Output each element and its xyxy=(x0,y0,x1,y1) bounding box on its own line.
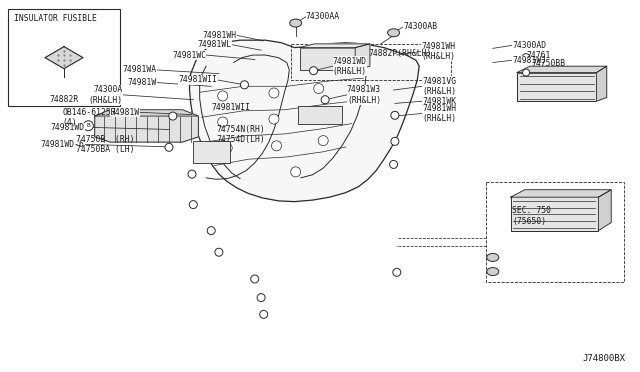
Circle shape xyxy=(269,88,279,98)
Bar xyxy=(8,9,120,106)
Text: 74981WA: 74981WA xyxy=(123,65,157,74)
Circle shape xyxy=(222,143,232,153)
Text: 74981WD
(RH&LH): 74981WD (RH&LH) xyxy=(333,57,367,76)
Circle shape xyxy=(314,110,324,119)
Text: 74300AB: 74300AB xyxy=(403,22,437,31)
Circle shape xyxy=(314,84,324,93)
Ellipse shape xyxy=(388,29,399,37)
Circle shape xyxy=(169,112,177,120)
Text: 74981WJ: 74981WJ xyxy=(512,56,546,65)
Circle shape xyxy=(310,67,317,75)
Bar xyxy=(291,44,451,80)
Text: 74300AD: 74300AD xyxy=(512,41,546,50)
Bar xyxy=(193,141,230,163)
Circle shape xyxy=(391,137,399,145)
Circle shape xyxy=(291,167,301,177)
Bar xyxy=(511,197,598,231)
Circle shape xyxy=(215,248,223,256)
Circle shape xyxy=(218,117,228,127)
Text: 74300AA: 74300AA xyxy=(306,12,340,21)
Circle shape xyxy=(189,201,197,209)
Ellipse shape xyxy=(290,19,301,27)
Text: 74300A
(RH&LH): 74300A (RH&LH) xyxy=(89,85,123,105)
Text: 74981WD: 74981WD xyxy=(51,123,84,132)
Text: 74981VG
(RH&LH): 74981VG (RH&LH) xyxy=(422,77,456,96)
Polygon shape xyxy=(189,40,419,202)
Circle shape xyxy=(390,160,397,169)
Text: 74981WII: 74981WII xyxy=(211,103,250,112)
Circle shape xyxy=(523,69,529,76)
Circle shape xyxy=(207,227,215,235)
Text: 74754N(RH)
74754D(LH): 74754N(RH) 74754D(LH) xyxy=(216,125,265,144)
Text: 74981WL: 74981WL xyxy=(198,40,232,49)
Bar xyxy=(298,106,342,124)
Circle shape xyxy=(393,268,401,276)
Circle shape xyxy=(241,81,248,89)
Text: OB146-6125H
(4): OB146-6125H (4) xyxy=(63,108,116,127)
Text: 74981W3
(RH&LH): 74981W3 (RH&LH) xyxy=(347,85,381,105)
Circle shape xyxy=(257,294,265,302)
Text: 74882P(RH&LH): 74882P(RH&LH) xyxy=(368,49,431,58)
Circle shape xyxy=(391,111,399,119)
Polygon shape xyxy=(95,110,198,142)
Circle shape xyxy=(522,54,530,62)
Text: 74750BB: 74750BB xyxy=(531,59,565,68)
Polygon shape xyxy=(355,44,370,70)
Polygon shape xyxy=(517,66,607,73)
Text: B: B xyxy=(86,123,90,128)
Circle shape xyxy=(83,121,93,131)
Ellipse shape xyxy=(487,267,499,276)
Text: 74882R: 74882R xyxy=(49,95,79,104)
Text: 74981WC: 74981WC xyxy=(172,51,206,60)
Text: 74981WH: 74981WH xyxy=(203,31,237,40)
Bar xyxy=(517,73,596,101)
Ellipse shape xyxy=(487,253,499,262)
Text: 74750B  (RH)
74750BA (LH): 74750B (RH) 74750BA (LH) xyxy=(76,135,134,154)
Circle shape xyxy=(188,170,196,178)
Bar xyxy=(300,48,355,70)
Bar xyxy=(486,182,624,282)
Text: INSULATOR FUSIBLE: INSULATOR FUSIBLE xyxy=(14,14,97,23)
Text: 74761: 74761 xyxy=(526,51,550,60)
Polygon shape xyxy=(598,190,611,231)
Circle shape xyxy=(271,141,282,151)
Polygon shape xyxy=(511,190,611,197)
Polygon shape xyxy=(596,66,607,101)
Circle shape xyxy=(269,114,279,124)
Circle shape xyxy=(251,275,259,283)
Text: SEC. 750
(75650): SEC. 750 (75650) xyxy=(512,206,551,226)
Text: J74800BX: J74800BX xyxy=(583,354,626,363)
Circle shape xyxy=(165,143,173,151)
Polygon shape xyxy=(45,46,83,69)
Polygon shape xyxy=(95,110,198,116)
Text: 74981WH
(RH&LH): 74981WH (RH&LH) xyxy=(421,42,455,61)
Text: 74981W: 74981W xyxy=(110,108,140,117)
Text: 74981WK: 74981WK xyxy=(422,97,456,106)
Text: 74981WH
(RH&LH): 74981WH (RH&LH) xyxy=(422,104,456,123)
Text: 74981W: 74981W xyxy=(127,78,157,87)
Circle shape xyxy=(318,136,328,145)
Circle shape xyxy=(218,91,228,101)
Circle shape xyxy=(260,310,268,318)
Text: 74981WD-6: 74981WD-6 xyxy=(40,140,84,149)
Circle shape xyxy=(321,96,329,104)
Polygon shape xyxy=(300,44,370,48)
Text: 74981WII: 74981WII xyxy=(179,76,218,84)
